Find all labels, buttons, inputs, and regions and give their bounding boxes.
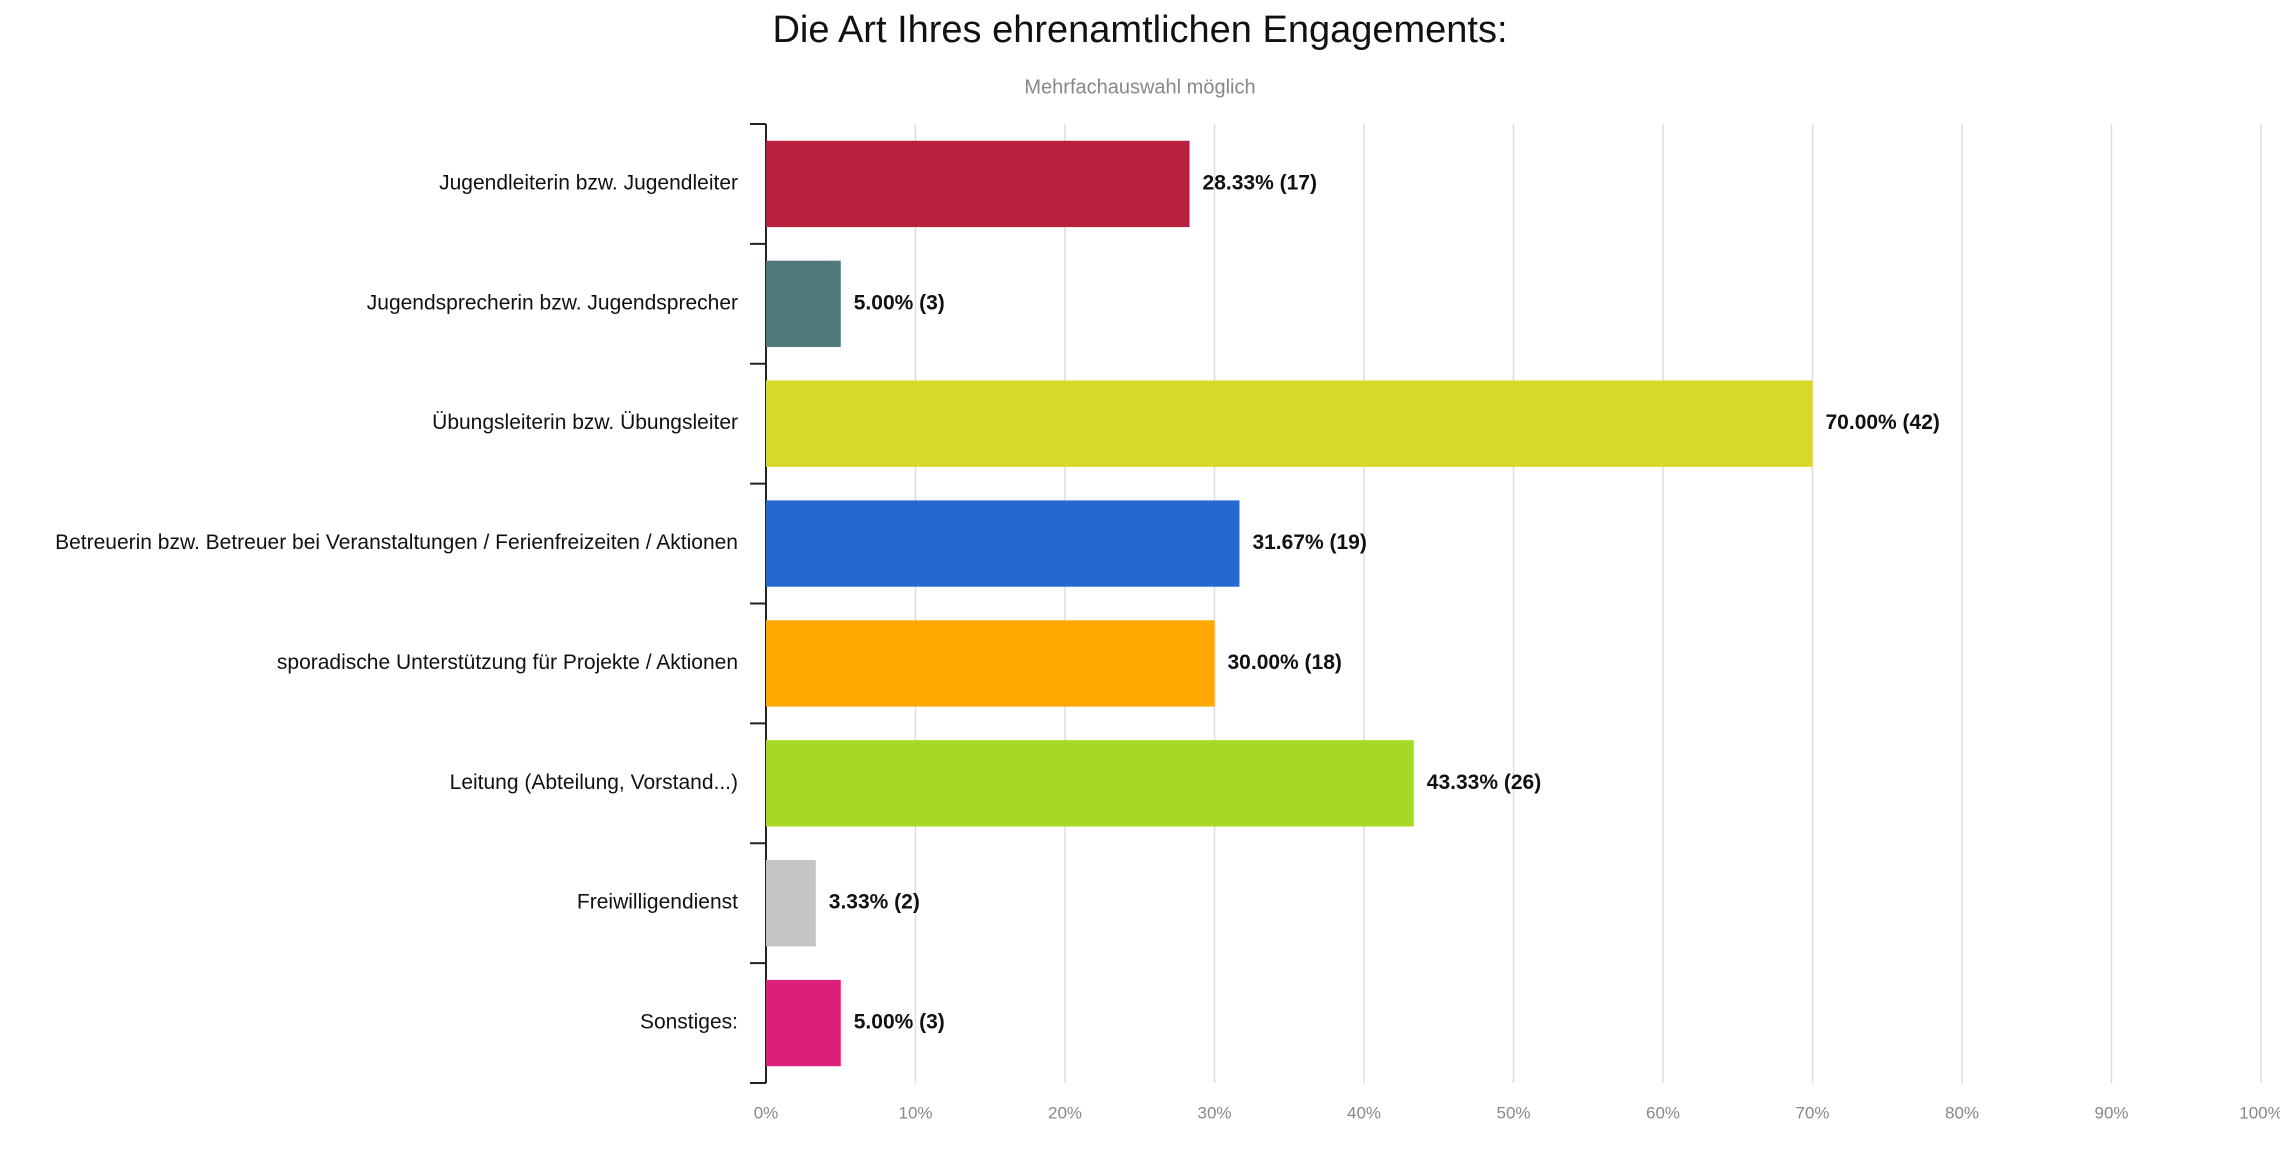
bar: [766, 380, 1813, 467]
x-tick-label: 70%: [1795, 1103, 1829, 1122]
bar: [766, 979, 841, 1067]
value-label: 30.00% (18): [1228, 651, 1342, 674]
value-label: 5.00% (3): [854, 1011, 945, 1034]
value-label: 5.00% (3): [854, 291, 945, 314]
value-label: 70.00% (42): [1826, 411, 1940, 434]
x-tick-label: 10%: [898, 1103, 932, 1122]
y-tick-label: Betreuerin bzw. Betreuer bei Veranstaltu…: [55, 531, 738, 554]
value-label: 3.33% (2): [829, 891, 920, 914]
chart-subtitle: Mehrfachauswahl möglich: [1024, 76, 1255, 98]
x-tick-label: 100%: [2239, 1103, 2280, 1122]
y-tick-label: sporadische Unterstützung für Projekte /…: [277, 651, 738, 674]
value-label: 28.33% (17): [1203, 171, 1317, 194]
bar: [766, 620, 1215, 707]
chart-title: Die Art Ihres ehrenamtlichen Engagements…: [772, 9, 1507, 51]
y-tick-label: Übungsleiterin bzw. Übungsleiter: [432, 411, 738, 434]
value-label: 43.33% (26): [1427, 771, 1541, 794]
bar: [766, 500, 1240, 587]
x-tick-label: 90%: [2094, 1103, 2128, 1122]
x-tick-label: 30%: [1197, 1103, 1231, 1122]
y-tick-label: Jugendleiterin bzw. Jugendleiter: [439, 171, 738, 194]
x-tick-label: 60%: [1646, 1103, 1680, 1122]
bar: [766, 740, 1414, 827]
x-tick-label: 20%: [1048, 1103, 1082, 1122]
x-tick-label: 80%: [1945, 1103, 1979, 1122]
bar: [766, 140, 1190, 228]
value-label: 31.67% (19): [1252, 531, 1366, 554]
y-tick-label: Freiwilligendienst: [577, 891, 738, 914]
x-tick-label: 0%: [754, 1103, 779, 1122]
y-tick-label: Leitung (Abteilung, Vorstand...): [450, 771, 738, 794]
y-tick-label: Jugendsprecherin bzw. Jugendsprecher: [367, 291, 738, 314]
bar: [766, 260, 841, 347]
bar: [766, 860, 816, 947]
y-tick-label: Sonstiges:: [640, 1011, 738, 1034]
x-tick-label: 50%: [1496, 1103, 1530, 1122]
x-tick-label: 40%: [1347, 1103, 1381, 1122]
